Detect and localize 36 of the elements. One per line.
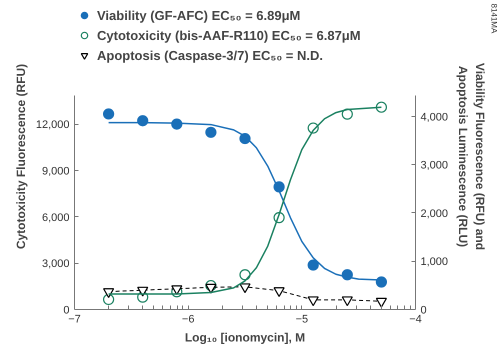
legend-label: Viability (GF-AFC) EC₅₀ = 6.89μM: [97, 6, 300, 24]
x-tick-label: −6: [182, 314, 194, 326]
point: [342, 108, 353, 120]
point: [103, 288, 114, 298]
y-axis-title: Cytotoxicity Fluorescence (RFU): [14, 64, 28, 250]
point: [308, 259, 319, 271]
point: [308, 296, 319, 306]
y2-tick-label: 2,000: [420, 208, 448, 220]
point: [342, 296, 353, 306]
legend-label: Apoptosis (Caspase-3/7) EC₅₀ = N.D.: [97, 46, 324, 64]
legend-label: Cytotoxicity (bis-AAF-R110) EC₅₀ = 6.87μM: [97, 26, 361, 44]
x-tick-label: −5: [296, 314, 308, 326]
y2-tick-label: 0: [420, 304, 427, 316]
point: [205, 126, 216, 138]
point: [239, 283, 251, 294]
point: [274, 287, 285, 298]
x-axis-title: Log₁₀ [ionomycin], M: [184, 330, 306, 344]
y-tick-label: 9,000: [42, 166, 70, 178]
point: [376, 298, 387, 308]
y2-tick-label: 3,000: [420, 160, 448, 172]
point: [137, 286, 148, 297]
y-tick-label: 0: [63, 304, 70, 316]
y2-tick-label: 1,000: [420, 256, 448, 268]
point: [103, 108, 114, 120]
point: [205, 284, 216, 294]
point: [239, 269, 251, 280]
point: [376, 276, 387, 288]
point: [376, 102, 387, 113]
y-tick-label: 12,000: [36, 119, 70, 132]
text: 8141MA: [490, 4, 498, 34]
y2-axis-title: Viability Fluorescence (RFU) and Apoptosis Luminescence (RLU): [456, 62, 487, 250]
y-tick-label: 3,000: [42, 258, 70, 270]
x-tick-label: −4: [409, 314, 422, 326]
y2-tick-label: 4,000: [420, 111, 448, 124]
y-tick-label: 6,000: [42, 212, 70, 224]
x-tick-label: −7: [68, 314, 81, 326]
